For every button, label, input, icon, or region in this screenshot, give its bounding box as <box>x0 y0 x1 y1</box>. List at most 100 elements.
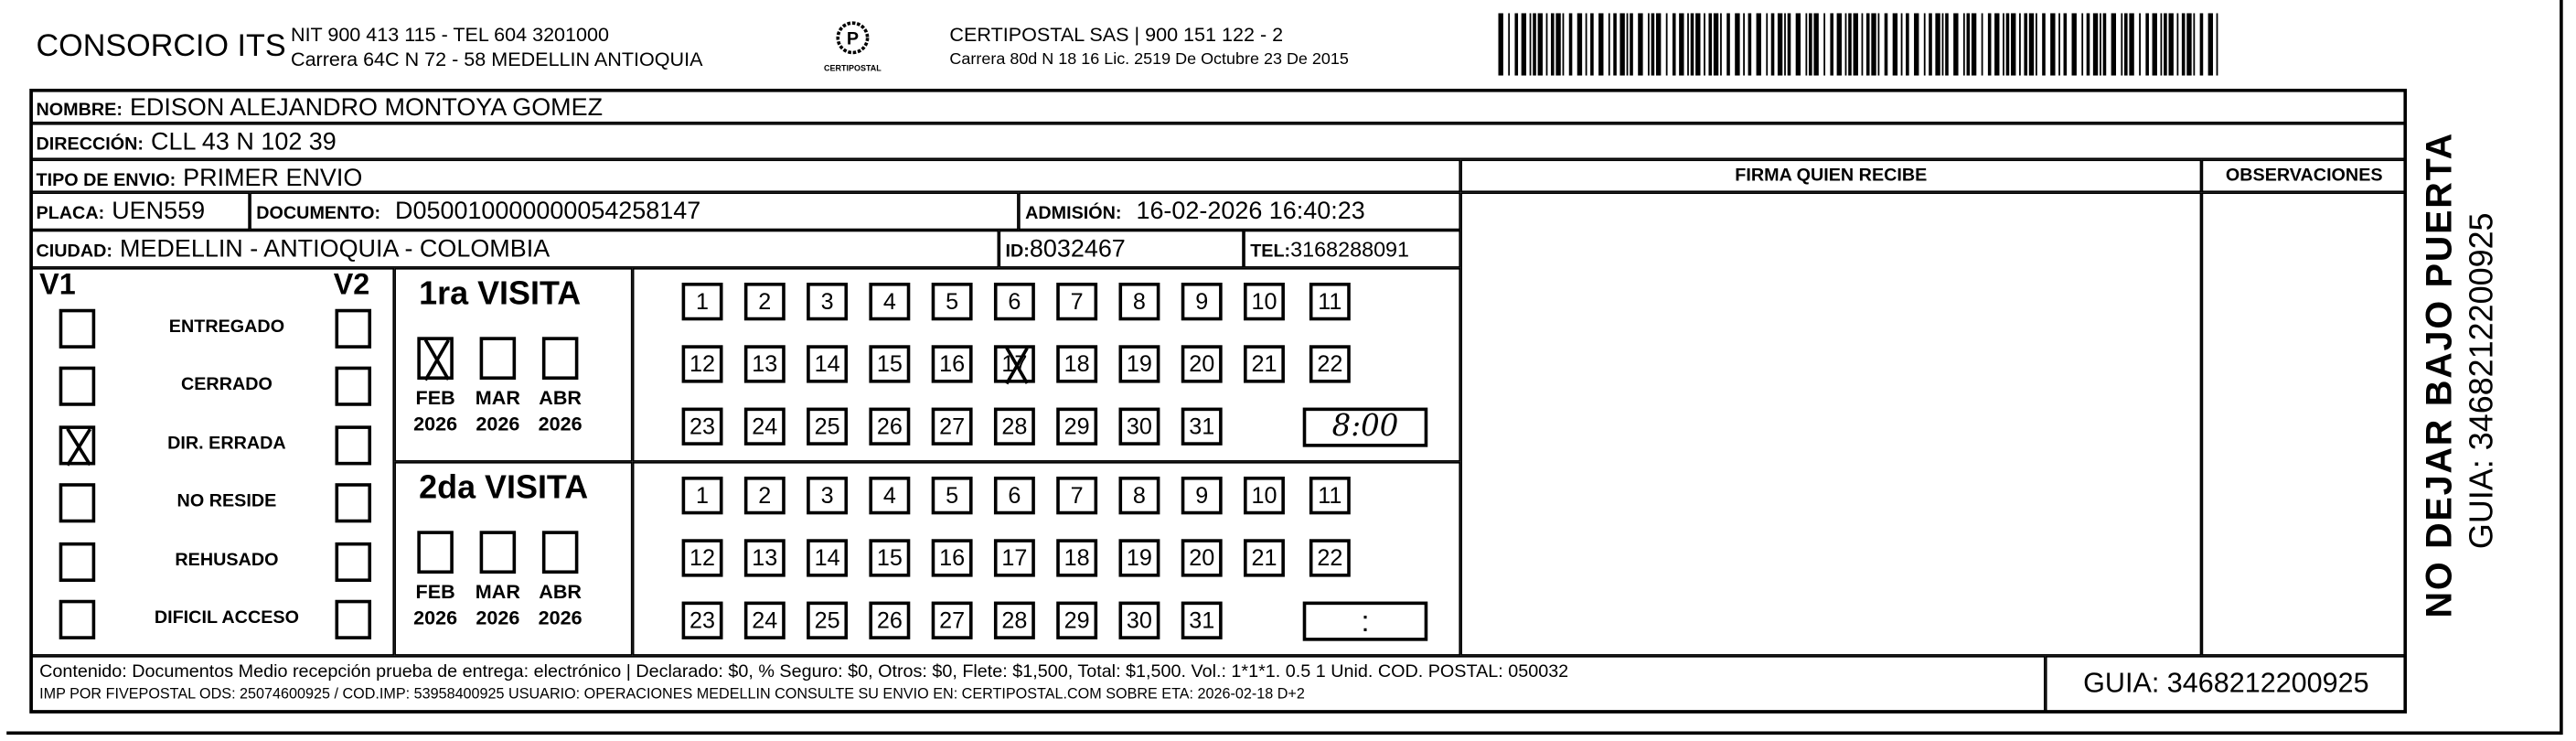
day-checkbox[interactable]: 17 <box>993 345 1035 383</box>
day-checkbox[interactable]: 7 <box>1056 477 1098 515</box>
month-checkbox[interactable] <box>417 531 454 575</box>
v2-checkbox[interactable] <box>335 483 372 523</box>
day-checkbox[interactable]: 5 <box>931 283 973 321</box>
day-checkbox[interactable]: 27 <box>931 601 973 639</box>
day-checkbox[interactable]: 22 <box>1309 539 1351 577</box>
day-checkbox[interactable]: 6 <box>993 283 1035 321</box>
barcode-bar <box>1529 13 1532 76</box>
visit-time-field[interactable]: 8:00 <box>1302 407 1428 447</box>
visit-time-field[interactable]: : <box>1302 601 1428 641</box>
barcode-bar <box>1550 13 1555 76</box>
v2-checkbox[interactable] <box>335 542 372 582</box>
day-checkbox[interactable]: 5 <box>931 477 973 515</box>
ciudad-cell: CIUDAD: MEDELLIN - ANTIOQUIA - COLOMBIA <box>29 230 999 268</box>
day-checkbox[interactable]: 14 <box>807 345 849 383</box>
day-checkbox[interactable]: 18 <box>1056 345 1098 383</box>
day-checkbox[interactable]: 9 <box>1181 477 1223 515</box>
barcode-bar <box>2124 13 2128 76</box>
day-checkbox[interactable]: 11 <box>1309 477 1351 515</box>
barcode-bar <box>1877 13 1880 76</box>
day-checkbox[interactable]: 17 <box>993 539 1035 577</box>
day-checkbox[interactable]: 30 <box>1118 601 1160 639</box>
v2-checkbox[interactable] <box>335 308 372 349</box>
day-checkbox[interactable]: 13 <box>743 345 786 383</box>
day-checkbox[interactable]: 30 <box>1118 407 1160 446</box>
admision-label: ADMISIÓN: <box>1025 203 1122 224</box>
day-checkbox[interactable]: 2 <box>743 477 786 515</box>
month-checkbox[interactable] <box>541 337 579 381</box>
day-checkbox[interactable]: 23 <box>681 601 723 639</box>
barcode-bar <box>1708 13 1713 76</box>
day-checkbox[interactable]: 16 <box>931 539 973 577</box>
barcode-bar <box>1585 13 1587 76</box>
day-checkbox[interactable]: 21 <box>1244 345 1285 383</box>
barcode-bar <box>2011 13 2016 76</box>
day-checkbox[interactable]: 22 <box>1309 345 1351 383</box>
firma-field[interactable] <box>1460 192 2202 656</box>
day-checkbox[interactable]: 18 <box>1056 539 1098 577</box>
month-checkbox[interactable] <box>479 531 517 575</box>
day-checkbox[interactable]: 4 <box>869 283 911 321</box>
v2-checkbox[interactable] <box>335 425 372 466</box>
day-checkbox[interactable]: 15 <box>869 539 911 577</box>
barcode-icon <box>1498 13 2218 76</box>
day-checkbox[interactable]: 29 <box>1056 601 1098 639</box>
barcode-bar <box>1577 13 1583 76</box>
day-checkbox[interactable]: 11 <box>1309 283 1351 321</box>
v1-checkbox[interactable] <box>59 542 96 582</box>
v2-checkbox[interactable] <box>335 599 372 639</box>
day-checkbox[interactable]: 20 <box>1181 345 1223 383</box>
day-checkbox[interactable]: 25 <box>807 601 849 639</box>
day-checkbox[interactable]: 12 <box>681 345 723 383</box>
day-checkbox[interactable]: 10 <box>1244 283 1285 321</box>
day-checkbox[interactable]: 13 <box>743 539 786 577</box>
day-checkbox[interactable]: 12 <box>681 539 723 577</box>
day-checkbox[interactable]: 1 <box>681 477 723 515</box>
v1-checkbox[interactable] <box>59 366 96 406</box>
day-checkbox[interactable]: 26 <box>869 407 911 446</box>
day-checkbox[interactable]: 15 <box>869 345 911 383</box>
day-checkbox[interactable]: 3 <box>807 477 849 515</box>
day-checkbox[interactable]: 6 <box>993 477 1035 515</box>
day-checkbox[interactable]: 19 <box>1118 539 1160 577</box>
day-checkbox[interactable]: 27 <box>931 407 973 446</box>
day-checkbox[interactable]: 4 <box>869 477 911 515</box>
day-checkbox[interactable]: 26 <box>869 601 911 639</box>
day-checkbox[interactable]: 25 <box>807 407 849 446</box>
day-checkbox[interactable]: 31 <box>1181 601 1223 639</box>
barcode-bar <box>1848 13 1852 76</box>
v1-checkbox[interactable] <box>59 483 96 523</box>
day-checkbox[interactable]: 2 <box>743 283 786 321</box>
day-checkbox[interactable]: 8 <box>1118 477 1160 515</box>
day-checkbox[interactable]: 16 <box>931 345 973 383</box>
day-checkbox[interactable]: 21 <box>1244 539 1285 577</box>
day-checkbox[interactable]: 28 <box>993 407 1035 446</box>
month-checkbox[interactable] <box>541 531 579 575</box>
v1-checkbox[interactable] <box>59 308 96 349</box>
day-checkbox[interactable]: 24 <box>743 407 786 446</box>
day-checkbox[interactable]: 10 <box>1244 477 1285 515</box>
day-checkbox[interactable]: 28 <box>993 601 1035 639</box>
month-checkbox[interactable] <box>417 337 454 381</box>
day-checkbox[interactable]: 23 <box>681 407 723 446</box>
barcode-bar <box>2100 13 2101 76</box>
v2-checkbox[interactable] <box>335 366 372 406</box>
v1-checkbox[interactable] <box>59 599 96 639</box>
observaciones-field[interactable] <box>2201 192 2408 656</box>
day-checkbox[interactable]: 8 <box>1118 283 1160 321</box>
day-checkbox[interactable]: 31 <box>1181 407 1223 446</box>
day-checkbox[interactable]: 9 <box>1181 283 1223 321</box>
v2-label: V2 <box>333 267 370 301</box>
day-checkbox[interactable]: 3 <box>807 283 849 321</box>
status-section <box>29 267 395 656</box>
v1-checkbox[interactable] <box>59 425 96 466</box>
month-checkbox[interactable] <box>479 337 517 381</box>
day-checkbox[interactable]: 1 <box>681 283 723 321</box>
day-checkbox[interactable]: 24 <box>743 601 786 639</box>
day-checkbox[interactable]: 20 <box>1181 539 1223 577</box>
day-checkbox[interactable]: 29 <box>1056 407 1098 446</box>
day-checkbox[interactable]: 14 <box>807 539 849 577</box>
day-checkbox[interactable]: 19 <box>1118 345 1160 383</box>
month-year: 2026 <box>476 606 520 630</box>
day-checkbox[interactable]: 7 <box>1056 283 1098 321</box>
